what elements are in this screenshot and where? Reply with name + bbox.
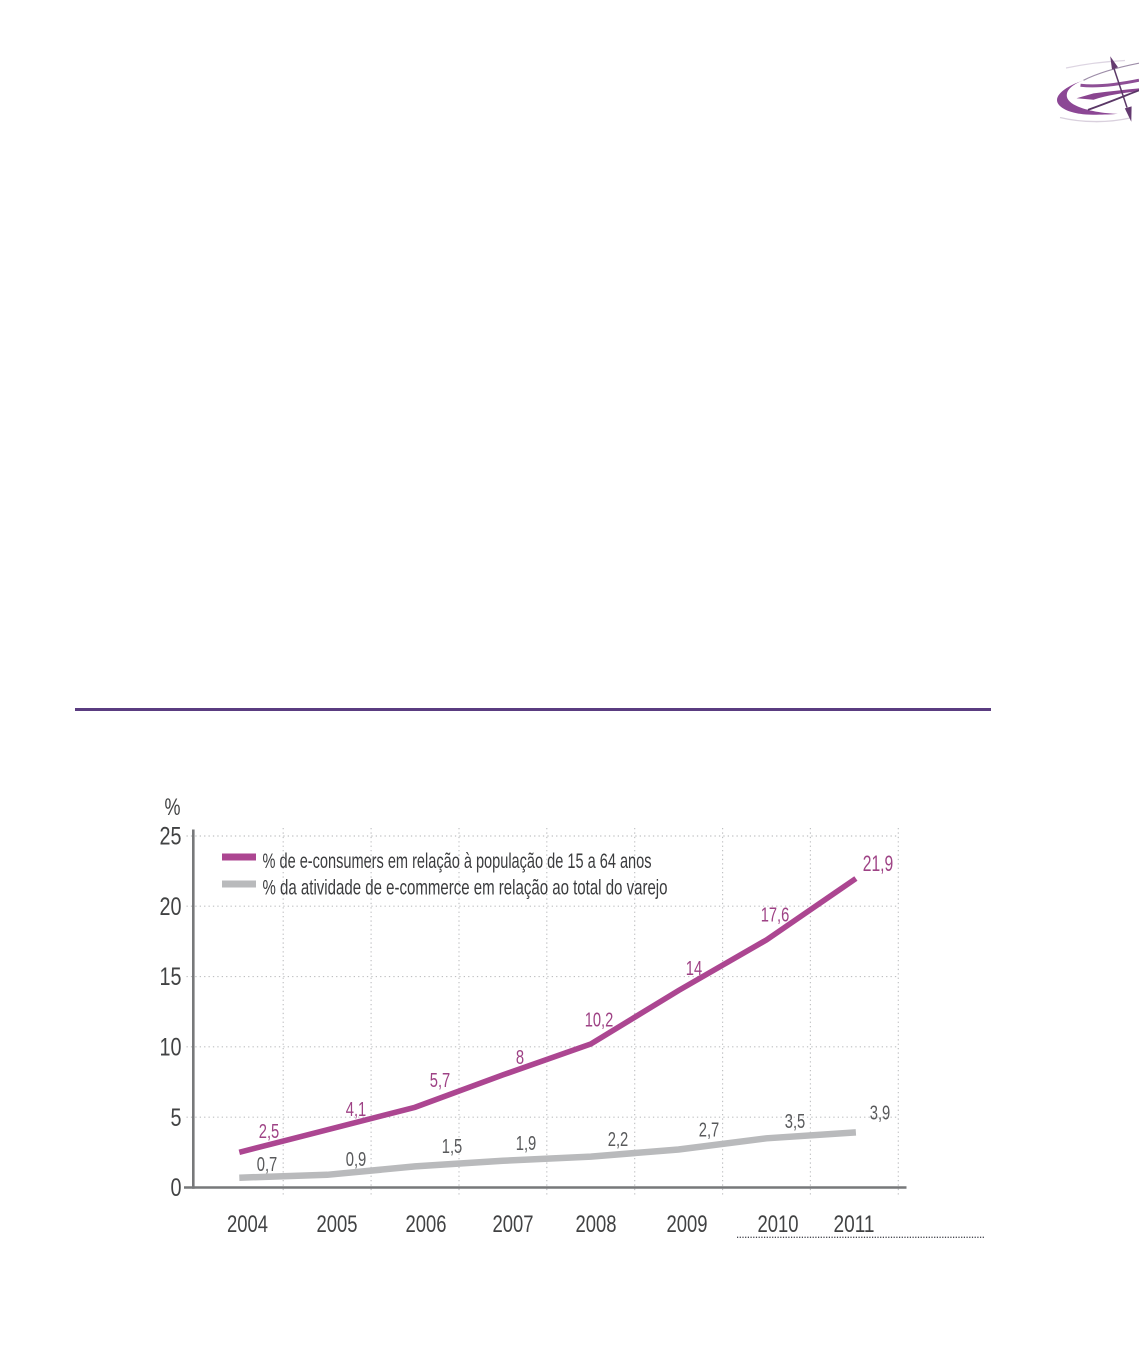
svg-text:2,2: 2,2 <box>608 1129 629 1151</box>
svg-text:2005: 2005 <box>317 1211 358 1238</box>
svg-text:2008: 2008 <box>576 1211 617 1238</box>
svg-text:20: 20 <box>160 893 182 921</box>
svg-text:5: 5 <box>171 1104 182 1132</box>
svg-text:21,9: 21,9 <box>863 851 894 876</box>
svg-text:% da atividade de e-commerce e: % da atividade de e-commerce em relação … <box>263 876 668 900</box>
svg-text:2009: 2009 <box>667 1211 708 1238</box>
svg-text:2006: 2006 <box>406 1211 447 1238</box>
svg-text:17,6: 17,6 <box>761 905 790 927</box>
svg-text:2,5: 2,5 <box>259 1121 280 1143</box>
svg-text:2004: 2004 <box>227 1211 268 1238</box>
svg-text:4,1: 4,1 <box>346 1099 367 1121</box>
svg-text:1,9: 1,9 <box>516 1133 537 1155</box>
svg-text:0,7: 0,7 <box>257 1154 278 1176</box>
svg-text:14: 14 <box>686 958 702 980</box>
svg-text:25: 25 <box>160 823 182 851</box>
svg-text:10: 10 <box>160 1033 182 1061</box>
svg-text:3,5: 3,5 <box>785 1111 806 1133</box>
svg-text:% de e-consumers em relação à: % de e-consumers em relação à população … <box>263 849 652 873</box>
svg-text:15: 15 <box>160 963 182 991</box>
svg-text:2011: 2011 <box>834 1211 875 1238</box>
svg-text:3,9: 3,9 <box>870 1103 891 1125</box>
svg-text:1,5: 1,5 <box>442 1136 463 1158</box>
svg-text:10,2: 10,2 <box>585 1010 614 1032</box>
svg-text:0,9: 0,9 <box>346 1149 367 1171</box>
svg-text:5,7: 5,7 <box>430 1070 451 1092</box>
svg-text:2010: 2010 <box>758 1211 799 1238</box>
svg-text:2007: 2007 <box>493 1211 534 1238</box>
svg-text:0: 0 <box>171 1174 182 1202</box>
svg-text:%: % <box>165 794 181 821</box>
svg-text:2,7: 2,7 <box>699 1120 720 1142</box>
svg-text:8: 8 <box>516 1047 524 1069</box>
